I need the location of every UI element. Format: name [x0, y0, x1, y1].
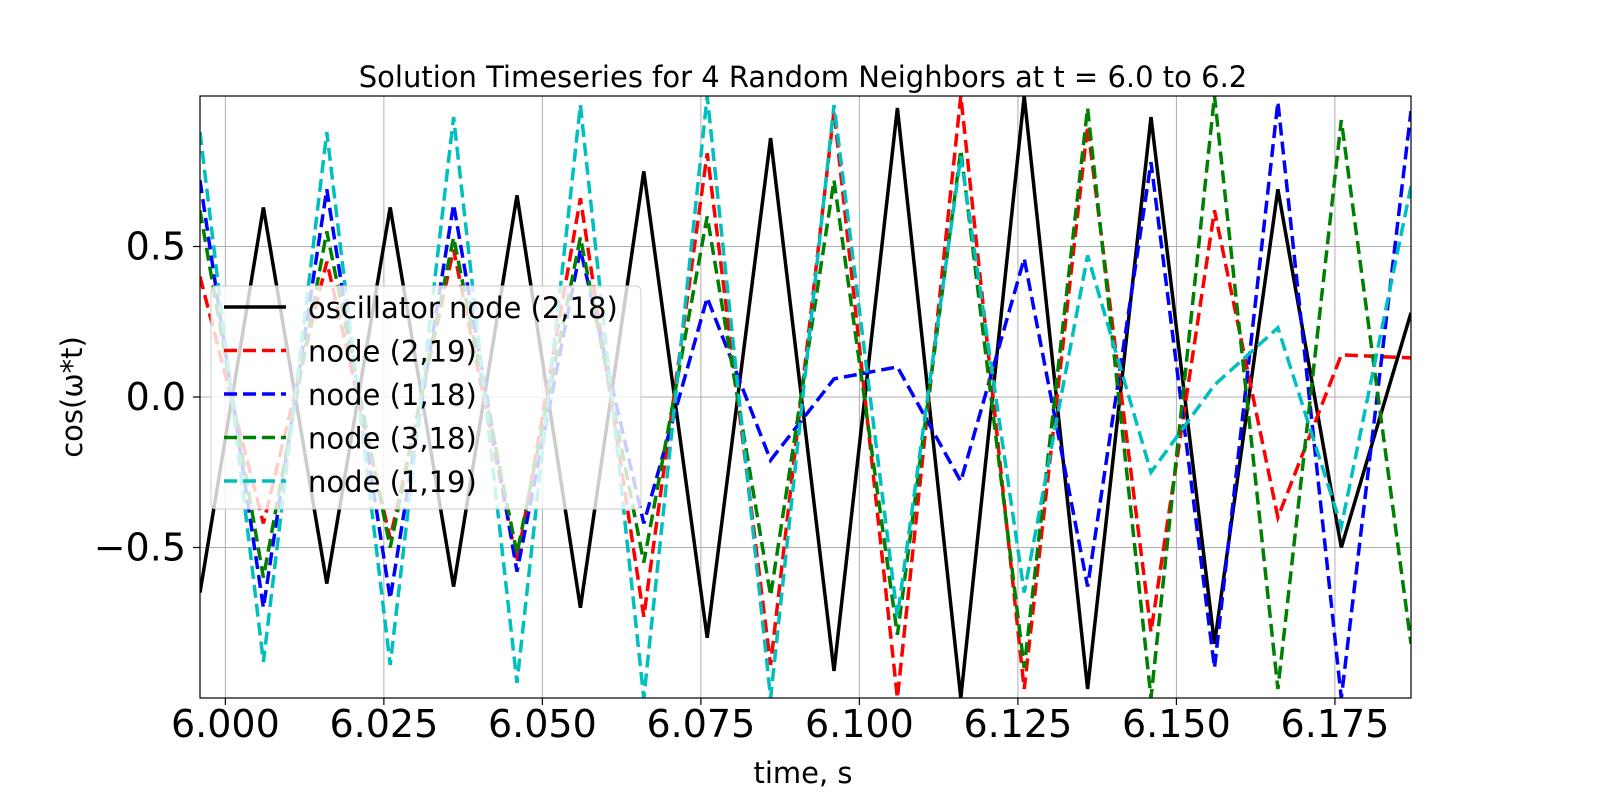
legend-label-node-1-19: node (1,19): [308, 465, 477, 499]
x-tick-label: 6.175: [1281, 702, 1390, 746]
y-tick-label: 0.0: [126, 375, 186, 419]
x-tick-label: 6.000: [171, 702, 280, 746]
axis-ticks: 6.000 6.025 6.050 6.075 6.100 6.125 6.150 6.175…: [94, 225, 1390, 747]
legend-label-node-3-18: node (3,18): [308, 422, 477, 456]
series-line-node-1-18: [200, 101, 1411, 698]
legend-label-oscillator-node-2-18: oscillator node (2,18): [308, 291, 618, 325]
x-tick-label: 6.025: [329, 702, 438, 746]
y-axis-label: cos(ω*t): [55, 336, 89, 458]
legend-label-node-1-18: node (1,18): [308, 378, 477, 412]
chart-title: Solution Timeseries for 4 Random Neighbo…: [359, 60, 1248, 94]
series-line-node-1-19: [200, 96, 1411, 698]
x-tick-label: 6.125: [964, 702, 1073, 746]
legend-label-node-2-19: node (2,19): [308, 335, 477, 369]
x-tick-label: 6.075: [646, 702, 755, 746]
legend: oscillator node (2,18) node (2,19) node (1…: [210, 285, 642, 510]
legend-box: [210, 285, 642, 510]
x-tick-label: 6.100: [805, 702, 914, 746]
y-tick-label: 0.5: [126, 225, 186, 269]
x-tick-label: 6.050: [488, 702, 597, 746]
y-tick-label: −0.5: [94, 526, 186, 570]
x-tick-label: 6.150: [1122, 702, 1231, 746]
x-axis-label: time, s: [753, 756, 852, 790]
